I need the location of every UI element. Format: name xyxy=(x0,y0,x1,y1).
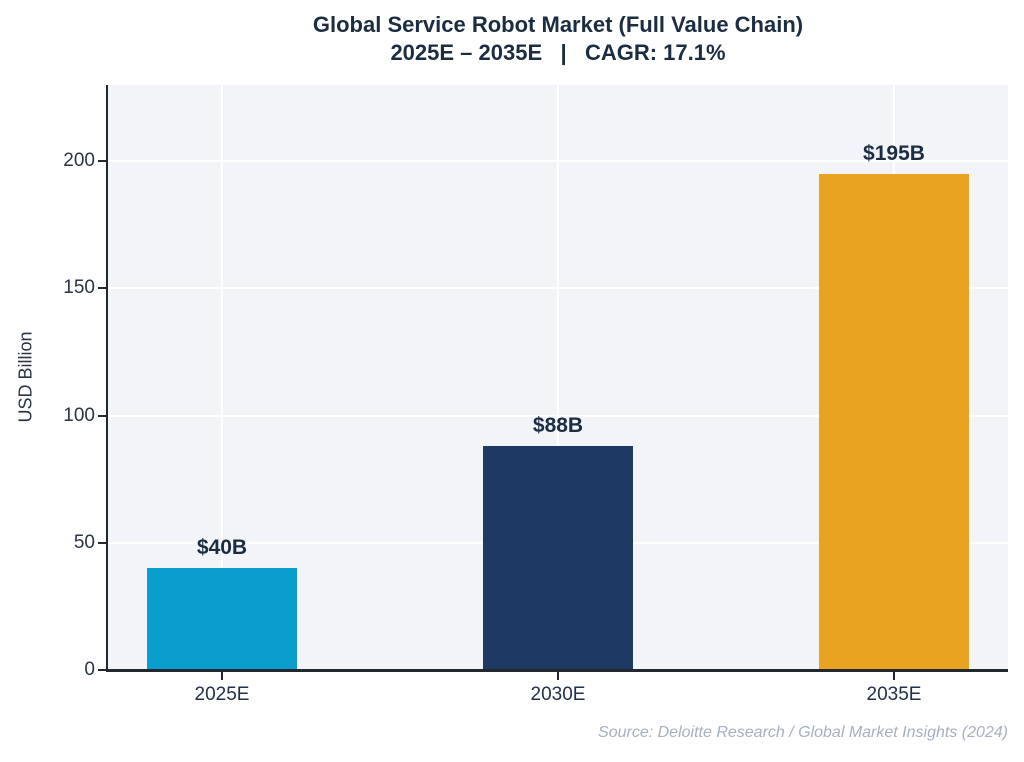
y-tick-label: 150 xyxy=(63,277,95,299)
y-tick-label: 50 xyxy=(73,531,95,553)
x-tick-mark xyxy=(221,672,223,680)
x-tick-mark xyxy=(557,672,559,680)
bar-2025E xyxy=(147,568,297,670)
y-tick-mark xyxy=(98,414,106,417)
x-axis-spine xyxy=(106,669,1008,672)
x-tick-mark xyxy=(893,672,895,680)
bar-value-label: $195B xyxy=(863,142,925,166)
y-tick-label: 200 xyxy=(63,150,95,172)
y-tick-label: 0 xyxy=(84,659,95,680)
x-tick-label-2030E: 2030E xyxy=(530,684,586,705)
gridline-vertical xyxy=(221,85,223,670)
y-axis-label: USD Billion xyxy=(15,331,36,423)
chart-title-line2: 2025E – 2035E | CAGR: 17.1% xyxy=(390,40,726,65)
x-tick-label-2035E: 2035E xyxy=(866,684,922,705)
y-tick-mark xyxy=(98,160,106,163)
bar-2035E xyxy=(819,174,969,670)
y-tick-mark xyxy=(98,669,106,671)
y-tick-mark xyxy=(98,287,106,290)
chart-title: Global Service Robot Market (Full Value … xyxy=(108,11,1008,67)
y-tick-label: 100 xyxy=(63,404,95,426)
plot-area xyxy=(108,85,1008,670)
gridline-vertical xyxy=(557,85,559,670)
source-note: Source: Deloitte Research / Global Marke… xyxy=(598,724,1008,741)
bar-value-label: $88B xyxy=(532,414,584,438)
y-tick-mark xyxy=(98,541,106,544)
bar-2030E xyxy=(483,446,633,670)
y-axis-spine xyxy=(106,85,108,670)
bar-value-label: $40B xyxy=(196,536,248,560)
chart-title-line1: Global Service Robot Market (Full Value … xyxy=(312,12,804,37)
x-tick-label-2025E: 2025E xyxy=(194,684,250,705)
